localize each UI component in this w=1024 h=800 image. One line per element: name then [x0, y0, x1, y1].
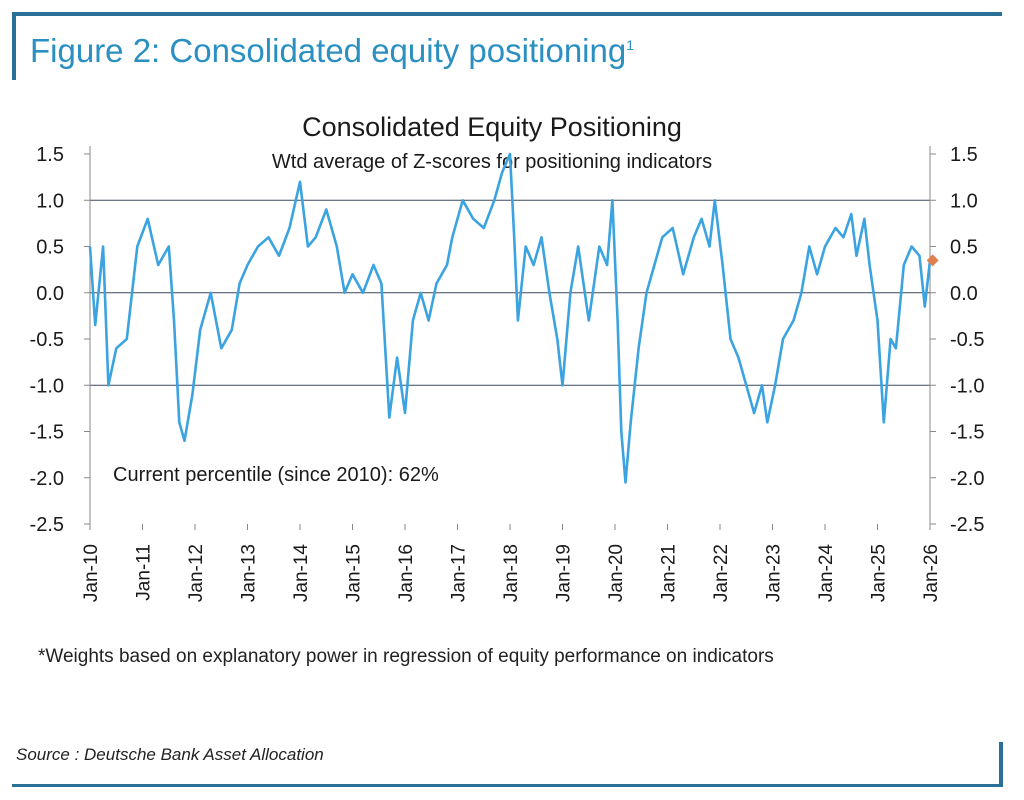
x-tick-label: Jan-25	[869, 544, 890, 602]
x-tick-label: Jan-23	[764, 544, 785, 602]
y-tick-label-right: -1.0	[950, 375, 984, 397]
y-tick-label-left: -0.5	[30, 329, 64, 351]
chart-footnote: *Weights based on explanatory power in r…	[38, 646, 774, 667]
y-tick-label-right: 0.5	[950, 237, 978, 259]
current-value-marker	[926, 254, 939, 267]
series-line	[88, 152, 932, 484]
figure-title-text: Figure 2: Consolidated equity positionin…	[30, 32, 627, 69]
y-tick-label-right: -1.5	[950, 422, 984, 444]
figure-frame-right	[999, 742, 1003, 787]
x-tick-label: Jan-18	[501, 544, 522, 602]
x-tick-label: Jan-17	[449, 544, 470, 602]
y-tick-label-left: -1.5	[30, 422, 64, 444]
y-tick-label-left: 1.5	[36, 144, 64, 166]
y-tick-label-left: 0.5	[36, 237, 64, 259]
figure-frame-top	[12, 12, 1002, 16]
x-tick-label: Jan-14	[291, 544, 312, 603]
y-tick-label-right: -2.5	[950, 514, 984, 536]
x-tick-label: Jan-26	[921, 544, 942, 602]
figure-frame-left	[12, 12, 16, 80]
x-tick-label: Jan-16	[396, 544, 417, 602]
y-tick-label-right: -2.0	[950, 468, 984, 490]
x-tick-label: Jan-12	[186, 544, 207, 602]
source-note: Source : Deutsche Bank Asset Allocation	[16, 745, 324, 764]
figure-title-superscript: 1	[626, 37, 635, 53]
y-tick-label-right: 0.0	[950, 283, 978, 305]
y-tick-label-left: -2.0	[30, 468, 64, 490]
chart-subtitle: Wtd average of Z-scores for positioning …	[272, 151, 712, 173]
figure-title: Figure 2: Consolidated equity positionin…	[30, 32, 634, 70]
x-tick-label: Jan-21	[659, 544, 680, 602]
figure-frame-bottom	[12, 784, 1002, 787]
x-tick-label: Jan-20	[606, 544, 627, 602]
y-tick-label-right: -0.5	[950, 329, 984, 351]
y-tick-label-right: 1.5	[950, 144, 978, 166]
chart: 1.5 1.5 1.0 1.0 0.5 0.5 0.0 0.0 -0.5 -0.5 -1.0 -1.0…	[30, 112, 985, 603]
x-tick-label: Jan-15	[344, 544, 365, 602]
y-tick-label-left: -2.5	[30, 514, 64, 536]
y-tick-label-left: 0.0	[36, 283, 64, 305]
y-tick-label-left: 1.0	[36, 190, 64, 212]
x-tick-label: Jan-11	[134, 544, 155, 601]
chart-annotation: Current percentile (since 2010): 62%	[113, 464, 439, 486]
x-tick-label: Jan-22	[711, 544, 732, 602]
x-tick-label: Jan-19	[554, 544, 575, 602]
x-tick-label: Jan-24	[816, 544, 837, 603]
chart-title: Consolidated Equity Positioning	[302, 112, 682, 142]
y-tick-label-right: 1.0	[950, 190, 978, 212]
x-tick-label: Jan-10	[81, 544, 102, 602]
x-tick-label: Jan-13	[239, 544, 260, 602]
y-tick-label-left: -1.0	[30, 375, 64, 397]
